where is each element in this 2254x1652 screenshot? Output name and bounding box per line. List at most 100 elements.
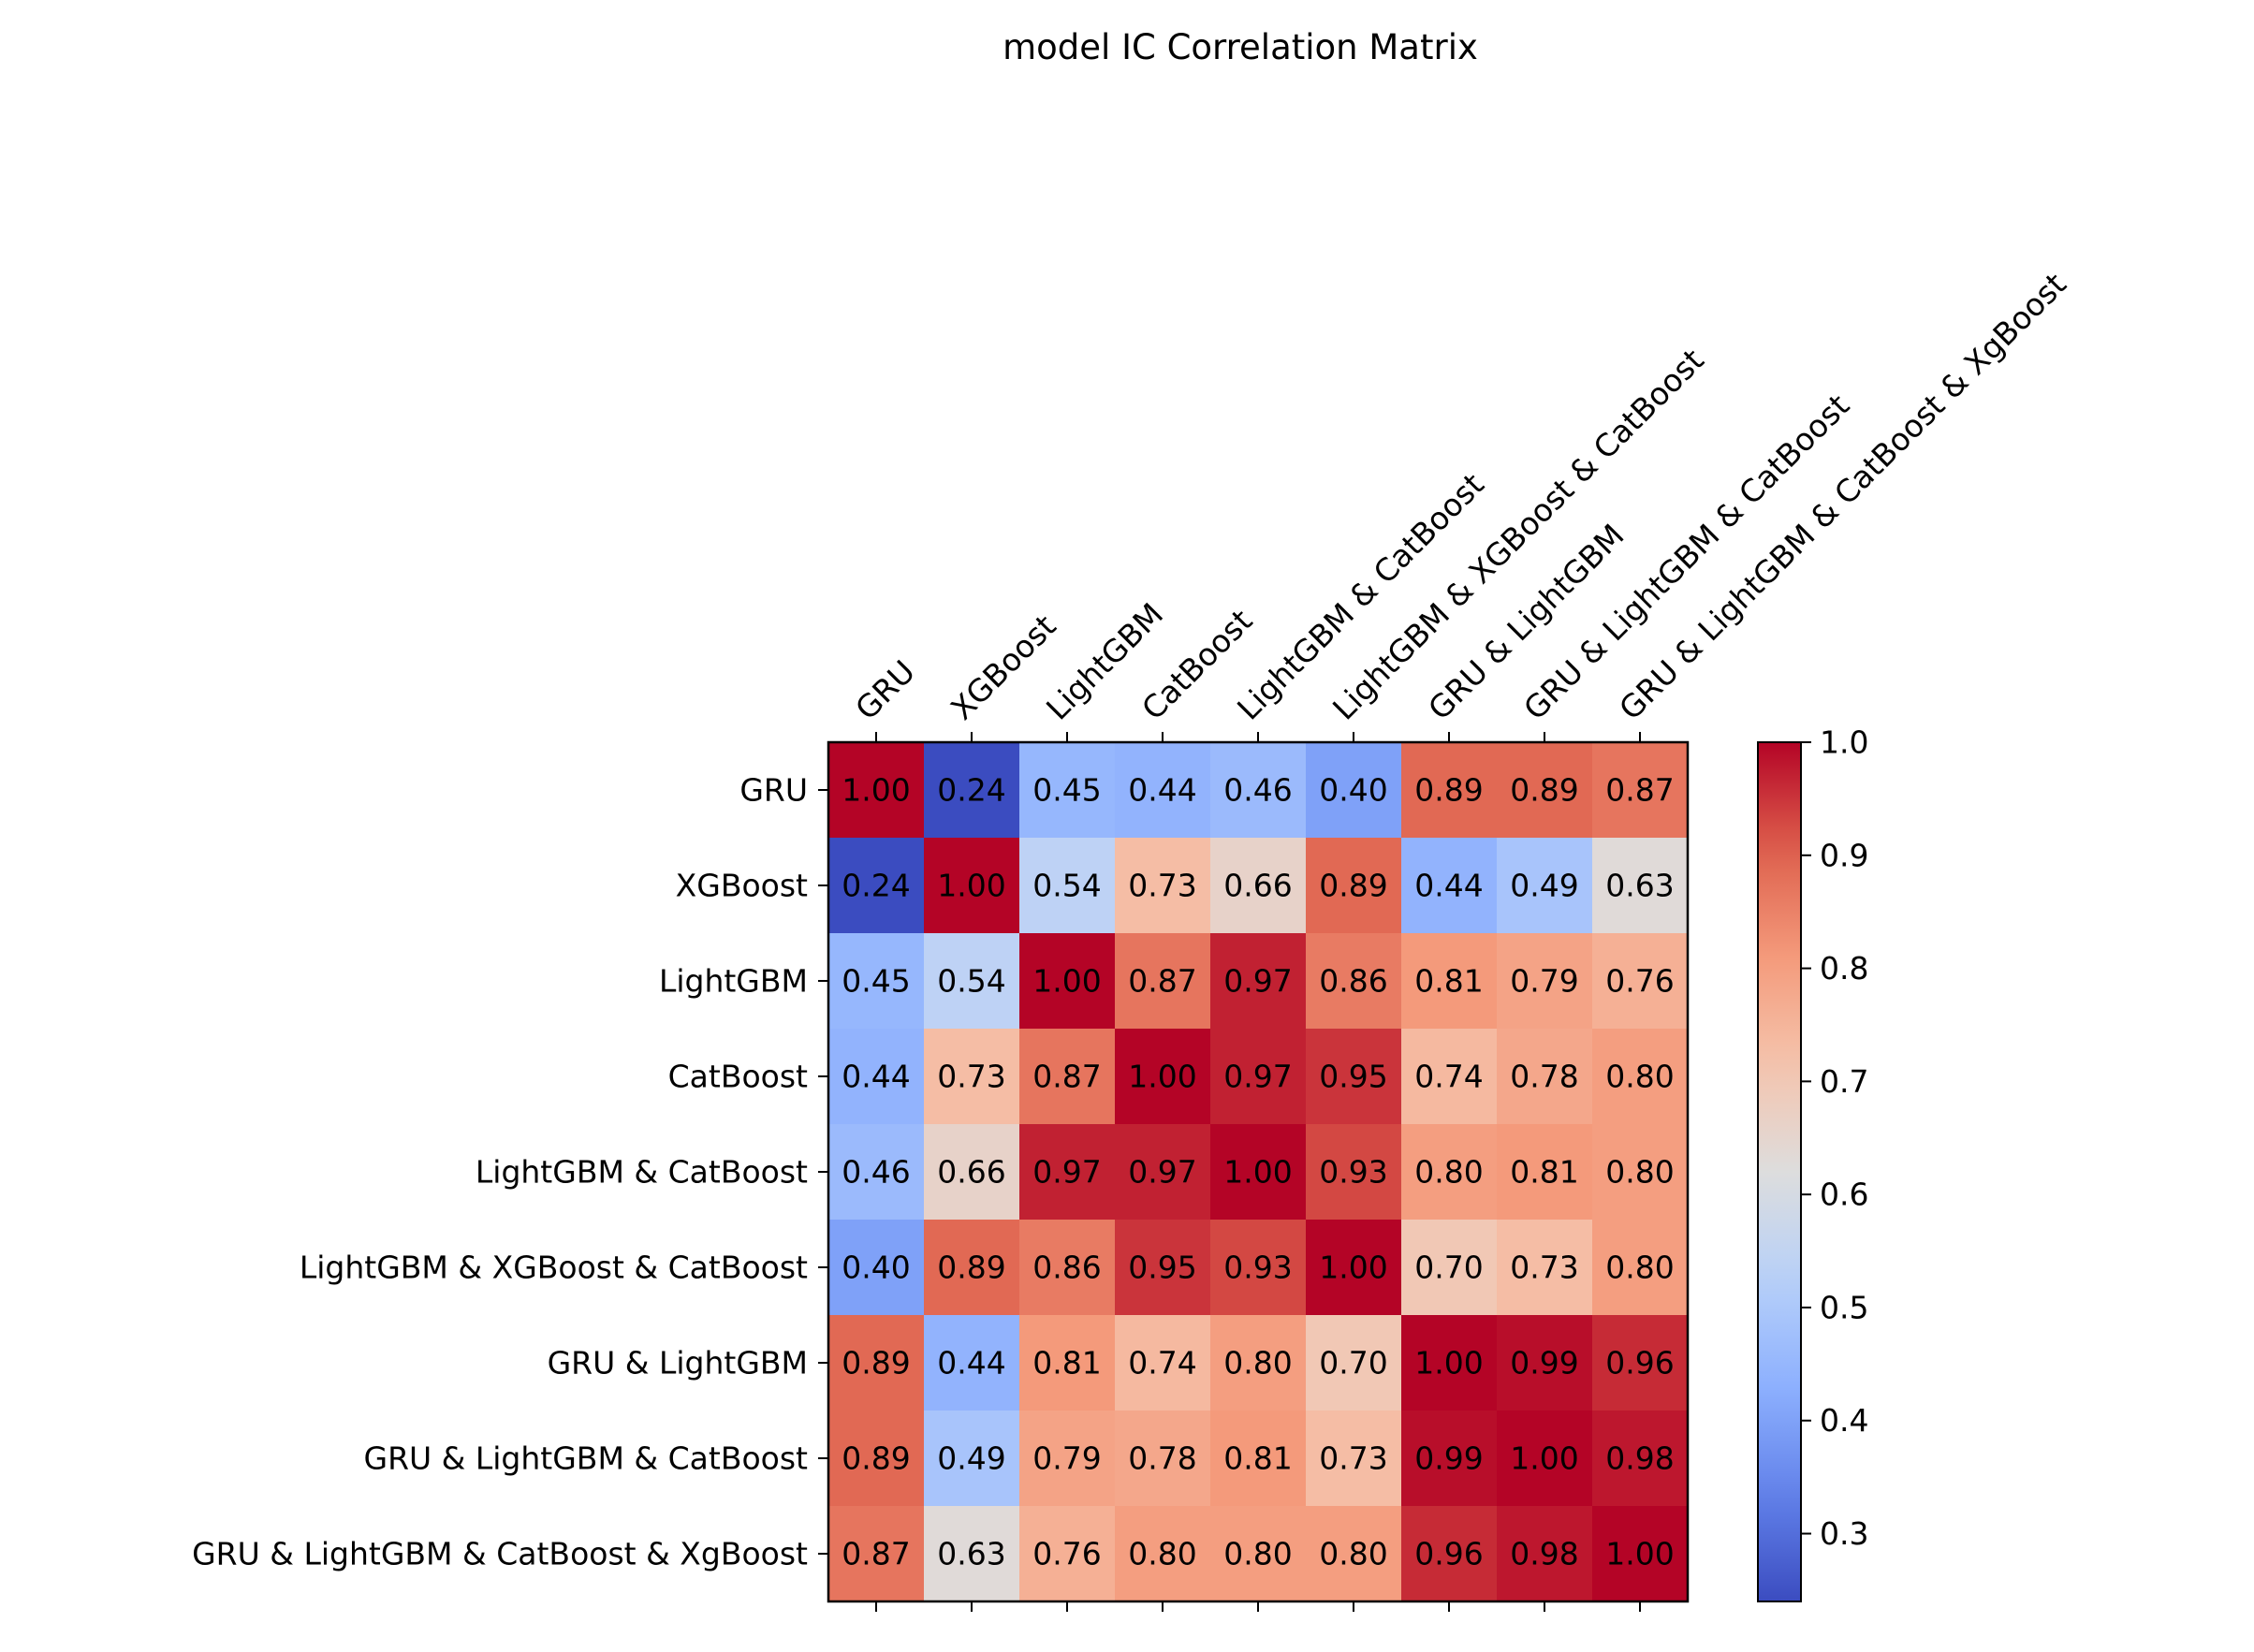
heatmap-cell bbox=[1115, 1220, 1211, 1316]
cell-value-label: 0.86 bbox=[1032, 1250, 1101, 1286]
heatmap-cell bbox=[828, 933, 925, 1030]
cell-value-label: 1.00 bbox=[1032, 963, 1101, 1000]
cell-value-label: 0.54 bbox=[1032, 868, 1101, 904]
cell-value-labels: 1.00 0.24 0.45 0.44 0.46 0.40 0.89 0.89 0.87 0.24… bbox=[842, 772, 1674, 1572]
cell-value-label: 0.74 bbox=[1414, 1059, 1483, 1095]
cell-value-label: 1.00 bbox=[1223, 1154, 1292, 1191]
y-tick-label: LightGBM bbox=[659, 963, 808, 1000]
colorbar-tick-label: 0.3 bbox=[1820, 1515, 1868, 1552]
cell-value-label: 0.66 bbox=[937, 1154, 1005, 1191]
cell-value-label: 0.45 bbox=[1032, 772, 1101, 809]
heatmap-cell bbox=[1115, 742, 1211, 839]
y-tick-label: LightGBM & CatBoost bbox=[476, 1154, 808, 1191]
y-tick-label: GRU bbox=[739, 772, 808, 809]
cell-value-label: 0.40 bbox=[842, 1250, 910, 1286]
cell-value-label: 0.98 bbox=[1510, 1536, 1578, 1572]
cell-value-label: 0.45 bbox=[842, 963, 910, 1000]
cell-value-label: 0.80 bbox=[1605, 1059, 1674, 1095]
cell-value-label: 0.66 bbox=[1223, 868, 1292, 904]
heatmap-cell bbox=[924, 838, 1020, 934]
heatmap-cell bbox=[1115, 1315, 1211, 1411]
cell-value-label: 0.93 bbox=[1223, 1250, 1292, 1286]
cell-value-label: 1.00 bbox=[937, 868, 1005, 904]
cell-value-label: 0.87 bbox=[1605, 772, 1674, 809]
y-tick-label: LightGBM & XGBoost & CatBoost bbox=[300, 1250, 808, 1286]
y-tick-label: GRU & LightGBM bbox=[548, 1345, 808, 1382]
heatmap-cell bbox=[828, 1029, 925, 1125]
cell-value-label: 0.73 bbox=[1319, 1440, 1387, 1477]
cell-value-label: 0.44 bbox=[842, 1059, 910, 1095]
heatmap-cell bbox=[1497, 1124, 1593, 1221]
cell-value-label: 0.97 bbox=[1223, 963, 1292, 1000]
heatmap-cell bbox=[1210, 1315, 1307, 1411]
heatmap-cell bbox=[1401, 1411, 1498, 1507]
cell-value-label: 0.73 bbox=[1128, 868, 1196, 904]
cell-value-label: 1.00 bbox=[1319, 1250, 1387, 1286]
heatmap-cell bbox=[1115, 1506, 1211, 1602]
y-axis-ticks: GRU XGBoost LightGBM CatBoost LightGBM & Cat… bbox=[192, 772, 828, 1572]
heatmap-cell bbox=[828, 1220, 925, 1316]
cell-value-label: 0.86 bbox=[1319, 963, 1387, 1000]
heatmap-cell bbox=[1401, 1029, 1498, 1125]
heatmap-cell bbox=[828, 838, 925, 934]
heatmap-cell bbox=[1592, 1506, 1689, 1602]
cell-value-label: 0.46 bbox=[842, 1154, 910, 1191]
heatmap-cell bbox=[828, 1124, 925, 1221]
cell-value-label: 0.89 bbox=[842, 1345, 910, 1382]
x-tick-label: GRU & LightGBM & CatBoost & XgBoost bbox=[1612, 266, 2073, 727]
colorbar-tick-label: 0.9 bbox=[1820, 837, 1868, 873]
cell-value-label: 0.96 bbox=[1414, 1536, 1483, 1572]
heatmap-cell bbox=[1592, 933, 1689, 1030]
heatmap-cell bbox=[1401, 1506, 1498, 1602]
cell-value-label: 0.63 bbox=[937, 1536, 1005, 1572]
heatmap-cell bbox=[1401, 838, 1498, 934]
heatmap-cell bbox=[924, 1315, 1020, 1411]
heatmap-cell bbox=[924, 1411, 1020, 1507]
heatmap-cell bbox=[1115, 1124, 1211, 1221]
cell-value-label: 0.44 bbox=[1128, 772, 1196, 809]
cell-value-label: 0.93 bbox=[1319, 1154, 1387, 1191]
colorbar-tick-label: 0.8 bbox=[1820, 950, 1868, 987]
heatmap-cell bbox=[1210, 1506, 1307, 1602]
heatmap-cell bbox=[1210, 838, 1307, 934]
heatmap-cell bbox=[828, 742, 925, 839]
cell-value-label: 1.00 bbox=[1414, 1345, 1483, 1382]
colorbar-tick-label: 1.0 bbox=[1820, 724, 1868, 761]
cell-value-label: 0.79 bbox=[1510, 963, 1578, 1000]
heatmap-cell bbox=[924, 1029, 1020, 1125]
cell-value-label: 0.73 bbox=[1510, 1250, 1578, 1286]
cell-value-label: 0.79 bbox=[1032, 1440, 1101, 1477]
cell-value-label: 0.80 bbox=[1223, 1345, 1292, 1382]
heatmap-cell bbox=[1306, 1124, 1402, 1221]
heatmap-cell bbox=[1115, 1411, 1211, 1507]
cell-value-label: 1.00 bbox=[842, 772, 910, 809]
heatmap-cell bbox=[828, 1506, 925, 1602]
cell-value-label: 0.87 bbox=[842, 1536, 910, 1572]
heatmap-cell bbox=[1210, 1124, 1307, 1221]
cell-value-label: 0.80 bbox=[1414, 1154, 1483, 1191]
cell-value-label: 0.63 bbox=[1605, 868, 1674, 904]
heatmap-cell bbox=[1401, 742, 1498, 839]
heatmap-cell bbox=[1497, 933, 1593, 1030]
cell-value-label: 0.24 bbox=[937, 772, 1005, 809]
heatmap-cell bbox=[924, 1506, 1020, 1602]
cell-value-label: 0.46 bbox=[1223, 772, 1292, 809]
heatmap-cell bbox=[1019, 933, 1116, 1030]
cell-value-label: 0.95 bbox=[1128, 1250, 1196, 1286]
heatmap-cell bbox=[1306, 1029, 1402, 1125]
cell-value-label: 0.95 bbox=[1319, 1059, 1387, 1095]
cell-value-label: 0.87 bbox=[1128, 963, 1196, 1000]
y-tick-label: GRU & LightGBM & CatBoost & XgBoost bbox=[192, 1536, 808, 1572]
cell-value-label: 0.80 bbox=[1605, 1154, 1674, 1191]
cell-value-label: 0.80 bbox=[1128, 1536, 1196, 1572]
cell-value-label: 0.70 bbox=[1319, 1345, 1387, 1382]
colorbar-tick-label: 0.4 bbox=[1820, 1402, 1868, 1439]
cell-value-label: 0.96 bbox=[1605, 1345, 1674, 1382]
chart-title: model IC Correlation Matrix bbox=[1003, 27, 1478, 67]
colorbar-ticks: 0.3 0.4 0.5 0.6 0.7 0.8 0.9 1.0 bbox=[1801, 724, 1868, 1552]
heatmap-cell bbox=[1019, 1029, 1116, 1125]
colorbar-tick-label: 0.7 bbox=[1820, 1063, 1868, 1100]
y-tick-label: GRU & LightGBM & CatBoost bbox=[364, 1440, 809, 1477]
heatmap-cell bbox=[1306, 838, 1402, 934]
cell-value-label: 0.24 bbox=[842, 868, 910, 904]
